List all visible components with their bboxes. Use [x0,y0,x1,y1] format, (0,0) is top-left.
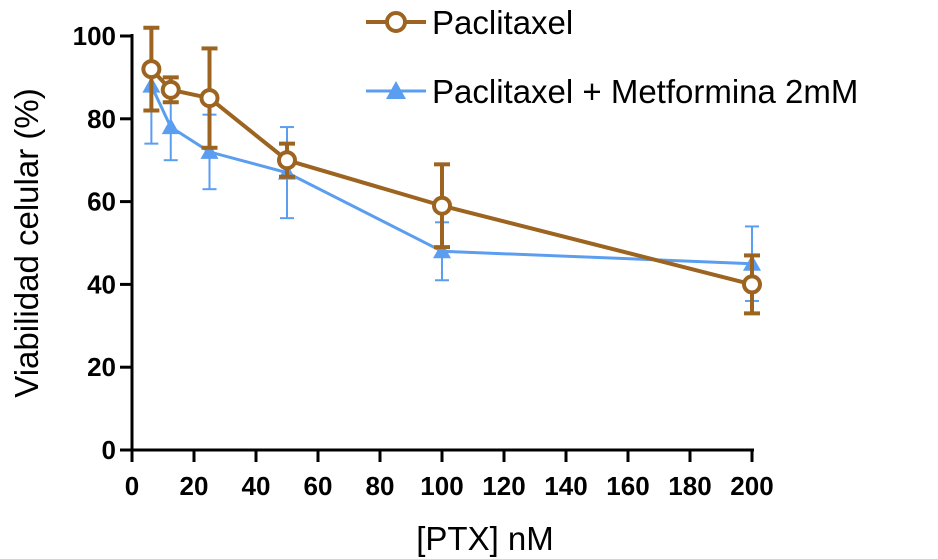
x-tick-label: 120 [482,471,525,501]
data-point [432,195,452,216]
data-point [199,88,220,109]
data-point [160,79,181,100]
data-point [200,142,219,159]
data-point [141,59,162,80]
data-point [161,118,180,135]
axes: 0 20 40 60 80 100 0 20 40 60 80 100 120 140 160 180 200 [73,21,774,501]
x-tick-label: 200 [730,471,773,501]
x-tick-label: 20 [180,471,209,501]
legend-label: Paclitaxel + Metformina 2mM [432,73,858,110]
series-layer [141,25,762,316]
x-tick-label: 60 [304,471,333,501]
y-tick-label: 80 [87,104,116,134]
legend-item-paclitaxel-metformina: Paclitaxel + Metformina 2mM [366,73,858,110]
y-axis-title: Viabilidad celular (%) [8,88,45,397]
legend-marker [386,81,406,99]
legend-marker [385,11,407,33]
x-tick-label: 100 [420,471,463,501]
x-axis-title: [PTX] nM [416,520,554,557]
x-tick-label: 0 [125,471,139,501]
data-point [742,274,762,295]
legend: Paclitaxel Paclitaxel + Metformina 2mM [366,4,858,110]
data-point [277,150,297,171]
y-tick-label: 20 [87,352,116,382]
legend-label: Paclitaxel [432,4,573,41]
x-tick-label: 80 [366,471,395,501]
y-tick-label: 0 [102,435,116,465]
y-tick-label: 100 [73,21,116,51]
data-point [433,242,451,259]
legend-item-paclitaxel: Paclitaxel [366,4,573,41]
x-tick-label: 40 [242,471,271,501]
series-paclitaxel [141,25,762,316]
y-tick-label: 60 [87,187,116,217]
x-tick-label: 180 [668,471,711,501]
series-paclitaxel-metformina [142,26,761,302]
series-line [150,85,753,266]
x-tick-label: 140 [544,471,587,501]
y-tick-label: 40 [87,269,116,299]
x-tick-label: 160 [606,471,649,501]
